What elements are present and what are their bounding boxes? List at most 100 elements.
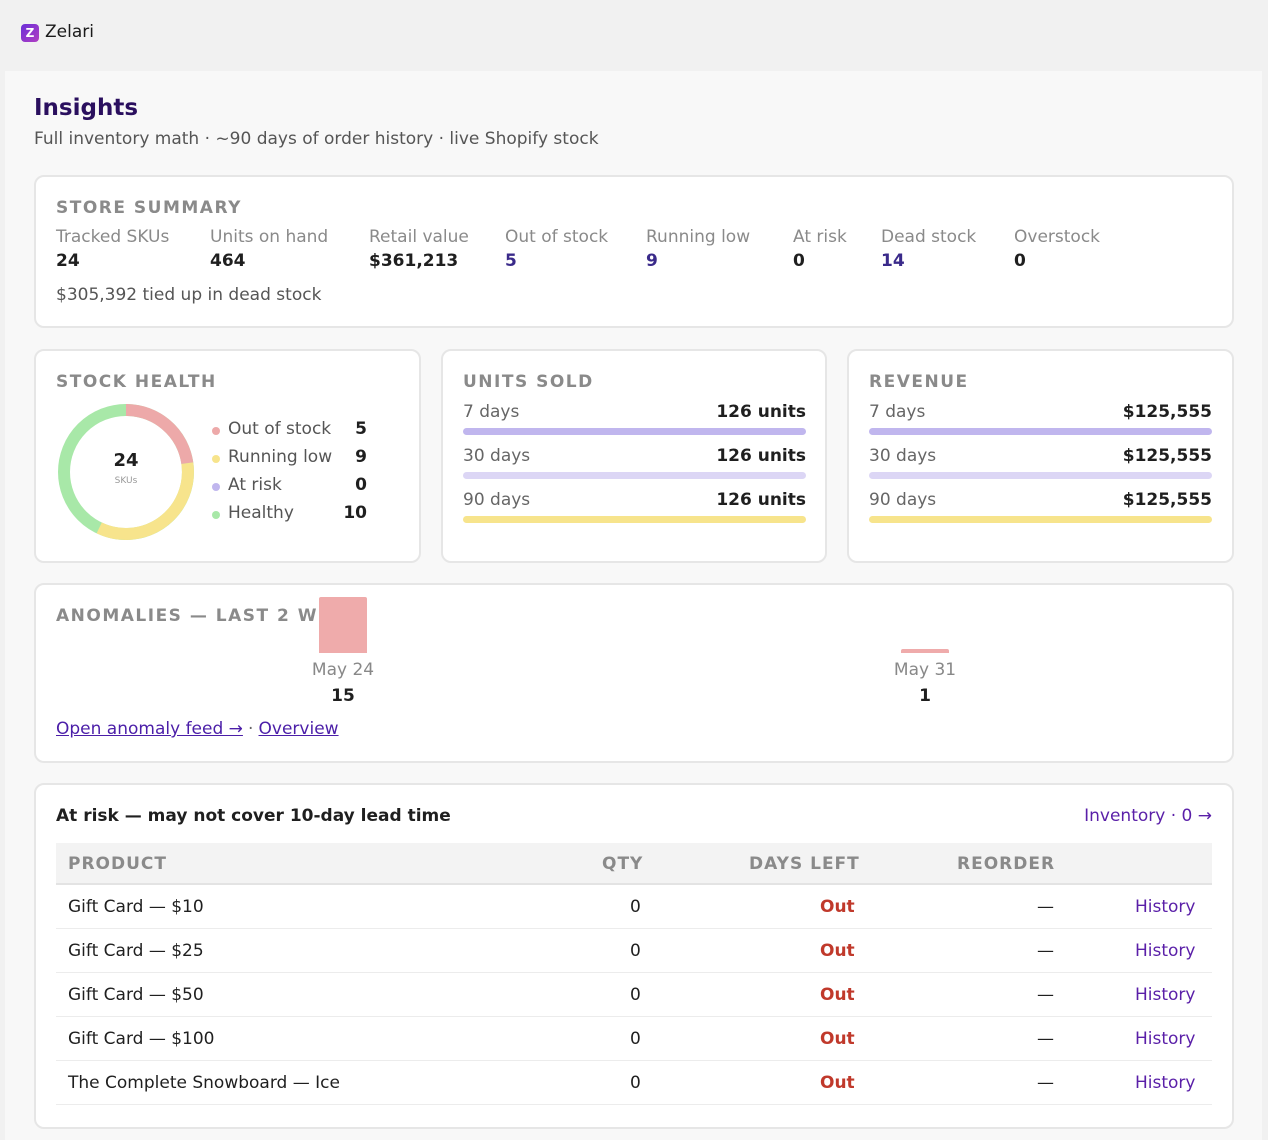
table-header: PRODUCT QTY DAYS LEFT REORDER	[56, 843, 1212, 885]
column-header-qty: QTY	[602, 854, 644, 874]
stat-label: At risk	[793, 227, 847, 247]
stat-value: $361,213	[369, 251, 459, 271]
anomaly-date: May 24	[311, 660, 375, 680]
period-value: $125,555	[1122, 446, 1212, 466]
reorder-cell: —	[1037, 1073, 1054, 1093]
product-name: Gift Card — $25	[68, 941, 204, 961]
legend-value: 10	[343, 503, 367, 523]
link-separator: ·	[248, 719, 254, 739]
stat-value: 14	[881, 251, 905, 271]
insights-page: Insights Full inventory math · ~90 days …	[5, 71, 1262, 1140]
stat-label: Dead stock	[881, 227, 977, 247]
legend-at-risk: At risk 0	[212, 475, 367, 499]
stat-overstock: Overstock 0	[1014, 227, 1100, 271]
product-name: Gift Card — $50	[68, 985, 204, 1005]
reorder-cell: —	[1037, 1029, 1054, 1049]
table-row: Gift Card — $100 0 Out — History	[56, 1017, 1212, 1061]
donut-total-unit: SKUs	[114, 476, 138, 486]
legend-label: Healthy	[228, 503, 294, 523]
period-label: 90 days	[869, 490, 937, 510]
revenue-row-30d: 30 days $125,555	[869, 446, 1212, 479]
page-subtitle: Full inventory math · ~90 days of order …	[34, 129, 599, 149]
inventory-link[interactable]: Inventory · 0 →	[1084, 806, 1212, 826]
at-risk-card: At risk — may not cover 10-day lead time…	[34, 783, 1234, 1129]
legend-value: 9	[355, 447, 367, 467]
anomaly-count: 15	[331, 686, 355, 706]
period-label: 7 days	[869, 402, 926, 422]
stat-label: Running low	[646, 227, 751, 247]
stock-health-label: STOCK HEALTH	[56, 372, 217, 392]
qty-cell: 0	[630, 1073, 641, 1093]
legend-label: At risk	[228, 475, 282, 495]
qty-cell: 0	[630, 985, 641, 1005]
days-left-cell: Out	[820, 1073, 855, 1093]
legend-value: 0	[355, 475, 367, 495]
stat-at-risk: At risk 0	[793, 227, 847, 271]
stat-out-of-stock[interactable]: Out of stock 5	[505, 227, 608, 271]
stat-label: Units on hand	[210, 227, 329, 247]
product-name: The Complete Snowboard — Ice	[68, 1073, 340, 1093]
product-name: Gift Card — $10	[68, 897, 204, 917]
reorder-cell: —	[1037, 941, 1054, 961]
stock-health-card: STOCK HEALTH 24 SKUs Out of stock 5 Runn…	[34, 349, 421, 563]
open-anomaly-feed-link[interactable]: Open anomaly feed →	[56, 719, 243, 739]
days-left-cell: Out	[820, 941, 855, 961]
legend-healthy: Healthy 10	[212, 503, 367, 527]
column-header-product: PRODUCT	[68, 854, 167, 874]
units-sold-label: UNITS SOLD	[463, 372, 594, 392]
legend-dot	[212, 427, 220, 435]
legend-label: Out of stock	[228, 419, 332, 439]
legend-dot	[212, 483, 220, 491]
donut-segment-out-of-stock	[125, 404, 194, 465]
stat-tracked-skus: Tracked SKUs 24	[56, 227, 169, 271]
stat-value: 9	[646, 251, 658, 271]
legend-running-low: Running low 9	[212, 447, 367, 471]
history-link[interactable]: History	[1135, 1073, 1196, 1093]
stat-running-low[interactable]: Running low 9	[646, 227, 750, 271]
app-name: Zelari	[45, 22, 94, 42]
anomalies-card: ANOMALIES — LAST 2 WE May 24 15 May 31 1…	[34, 583, 1234, 763]
donut-total: 24	[113, 450, 139, 471]
stat-units-on-hand: Units on hand 464	[210, 227, 328, 271]
history-link[interactable]: History	[1135, 985, 1196, 1005]
legend-value: 5	[355, 419, 367, 439]
table-row: Gift Card — $25 0 Out — History	[56, 929, 1212, 973]
units-sold-card: UNITS SOLD 7 days 126 units 30 days 126 …	[441, 349, 827, 563]
anomaly-bar-may-31[interactable]	[901, 649, 949, 653]
stat-dead-stock[interactable]: Dead stock 14	[881, 227, 976, 271]
dead-stock-note: $305,392 tied up in dead stock	[56, 285, 322, 305]
table-row: Gift Card — $50 0 Out — History	[56, 973, 1212, 1017]
period-value: $125,555	[1122, 402, 1212, 422]
legend-label: Running low	[228, 447, 333, 467]
table-row: The Complete Snowboard — Ice 0 Out — His…	[56, 1061, 1212, 1105]
reorder-cell: —	[1037, 985, 1054, 1005]
period-value: 126 units	[716, 490, 806, 510]
period-bar	[463, 516, 806, 523]
days-left-cell: Out	[820, 1029, 855, 1049]
stat-label: Tracked SKUs	[56, 227, 170, 247]
legend-dot	[212, 511, 220, 519]
store-summary-label: STORE SUMMARY	[56, 198, 242, 218]
history-link[interactable]: History	[1135, 941, 1196, 961]
units-sold-row-30d: 30 days 126 units	[463, 446, 806, 479]
history-link[interactable]: History	[1135, 1029, 1196, 1049]
history-link[interactable]: History	[1135, 897, 1196, 917]
logo-icon: Z	[21, 24, 39, 42]
period-bar	[463, 428, 806, 435]
anomaly-links: Open anomaly feed → · Overview	[56, 719, 339, 739]
days-left-cell: Out	[820, 897, 855, 917]
overview-link[interactable]: Overview	[258, 719, 339, 739]
period-label: 90 days	[463, 490, 531, 510]
stock-health-donut	[58, 404, 194, 540]
column-header-days-left: DAYS LEFT	[749, 854, 860, 874]
reorder-cell: —	[1037, 897, 1054, 917]
period-value: $125,555	[1122, 490, 1212, 510]
qty-cell: 0	[630, 941, 641, 961]
revenue-row-90d: 90 days $125,555	[869, 490, 1212, 523]
qty-cell: 0	[630, 897, 641, 917]
period-value: 126 units	[716, 446, 806, 466]
anomaly-bar-may-24[interactable]	[319, 597, 367, 653]
page-title: Insights	[34, 95, 139, 121]
at-risk-title: At risk — may not cover 10-day lead time	[56, 806, 451, 826]
period-bar	[463, 472, 806, 479]
